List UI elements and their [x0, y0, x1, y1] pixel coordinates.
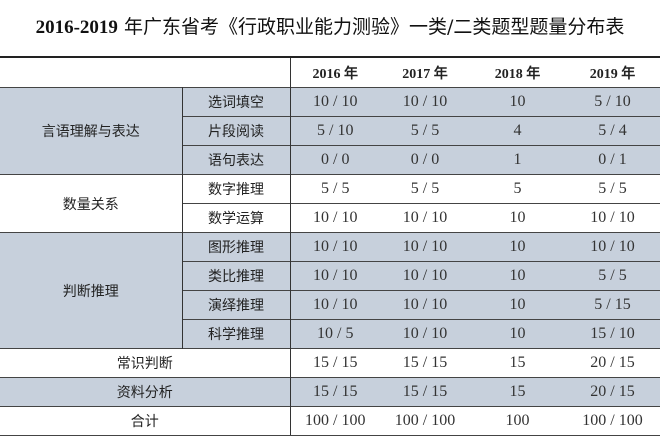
subcategory-cell: 语句表达 — [182, 145, 291, 175]
table-row: 类比推理 10 / 10 10 / 10 10 5 / 5 — [0, 261, 660, 291]
value-cell: 15 — [470, 377, 565, 407]
distribution-table: 2016 年 2017 年 2018 年 2019 年 言语理解与表达 选词填空 1… — [0, 56, 660, 436]
value-cell: 5 / 5 — [565, 261, 660, 291]
value-cell: 10 / 10 — [380, 87, 470, 117]
value-cell: 15 / 15 — [380, 348, 470, 378]
subcategory-cell: 演绎推理 — [182, 290, 291, 320]
subcategory-cell: 数字推理 — [182, 174, 291, 204]
value-cell: 5 / 10 — [290, 116, 380, 146]
subcategory-cell: 类比推理 — [182, 261, 291, 291]
subcategory-cell: 图形推理 — [182, 232, 291, 262]
table-row: 数学运算 10 / 10 10 / 10 10 10 / 10 — [0, 203, 660, 233]
value-cell: 10 / 10 — [290, 87, 380, 117]
value-cell: 10 / 10 — [380, 261, 470, 291]
subcategory-cell: 选词填空 — [182, 87, 291, 117]
value-cell: 1 — [470, 145, 565, 175]
value-cell: 100 / 100 — [565, 406, 660, 436]
value-cell: 15 — [470, 348, 565, 378]
value-cell: 10 / 10 — [290, 203, 380, 233]
table-row: 常识判断 15 / 15 15 / 15 15 20 / 15 — [0, 348, 660, 378]
value-cell: 0 / 0 — [290, 145, 380, 175]
value-cell: 100 — [470, 406, 565, 436]
year-header: 2018 年 — [470, 56, 565, 88]
title-text: 年广东省考《行政职业能力测验》一类/二类题型题量分布表 — [123, 16, 625, 38]
value-cell: 20 / 15 — [565, 377, 660, 407]
category-cell: 数量关系 — [0, 174, 183, 233]
value-cell: 10 / 10 — [380, 203, 470, 233]
value-cell: 10 — [470, 261, 565, 291]
year-header: 2019 年 — [565, 56, 660, 88]
table-row: 科学推理 10 / 5 10 / 10 10 15 / 10 — [0, 319, 660, 349]
value-cell: 5 / 15 — [565, 290, 660, 320]
subcategory-cell: 科学推理 — [182, 319, 291, 349]
table-row: 言语理解与表达 选词填空 10 / 10 10 / 10 10 5 / 10 — [0, 87, 660, 175]
value-cell: 5 / 5 — [290, 174, 380, 204]
value-cell: 5 / 5 — [565, 174, 660, 204]
value-cell: 4 — [470, 116, 565, 146]
value-cell: 15 / 10 — [565, 319, 660, 349]
value-cell: 10 / 10 — [380, 319, 470, 349]
value-cell: 10 — [470, 319, 565, 349]
category-cell: 言语理解与表达 — [0, 87, 183, 175]
value-cell: 10 / 10 — [290, 261, 380, 291]
year-header: 2016 年 — [290, 56, 380, 88]
subcategory-cell: 片段阅读 — [182, 116, 291, 146]
value-cell: 5 — [470, 174, 565, 204]
value-cell: 5 / 5 — [380, 116, 470, 146]
value-cell: 10 / 10 — [380, 290, 470, 320]
page-title: 2016-2019 年广东省考《行政职业能力测验》一类/二类题型题量分布表 — [0, 0, 660, 56]
value-cell: 20 / 15 — [565, 348, 660, 378]
value-cell: 10 / 10 — [565, 203, 660, 233]
year-header: 2017 年 — [380, 56, 470, 88]
value-cell: 15 / 15 — [290, 377, 380, 407]
value-cell: 10 / 10 — [380, 232, 470, 262]
value-cell: 10 / 10 — [290, 290, 380, 320]
value-cell: 10 / 5 — [290, 319, 380, 349]
table-row: 资料分析 15 / 15 15 / 15 15 20 / 15 — [0, 377, 660, 407]
value-cell: 100 / 100 — [380, 406, 470, 436]
value-cell: 10 / 10 — [290, 232, 380, 262]
value-cell: 10 — [470, 232, 565, 262]
value-cell: 10 — [470, 87, 565, 117]
header-row: 2016 年 2017 年 2018 年 2019 年 — [0, 56, 660, 88]
value-cell: 5 / 4 — [565, 116, 660, 146]
table-row: 合计 100 / 100 100 / 100 100 100 / 100 — [0, 406, 660, 436]
table-row: 判断推理 图形推理 10 / 10 10 / 10 10 10 / 10 — [0, 232, 660, 349]
value-cell: 10 / 10 — [565, 232, 660, 262]
value-cell: 0 / 1 — [565, 145, 660, 175]
value-cell: 0 / 0 — [380, 145, 470, 175]
value-cell: 15 / 15 — [380, 377, 470, 407]
value-cell: 10 — [470, 203, 565, 233]
title-years: 2016-2019 — [35, 17, 118, 38]
value-cell: 5 / 5 — [380, 174, 470, 204]
value-cell: 100 / 100 — [290, 406, 380, 436]
value-cell: 5 / 10 — [565, 87, 660, 117]
value-cell: 15 / 15 — [290, 348, 380, 378]
category-cell: 合计 — [0, 406, 291, 436]
category-cell: 判断推理 — [0, 232, 183, 349]
header-blank — [0, 56, 291, 88]
category-cell: 资料分析 — [0, 377, 291, 407]
category-cell: 常识判断 — [0, 348, 291, 378]
subcategory-cell: 数学运算 — [182, 203, 291, 233]
value-cell: 10 — [470, 290, 565, 320]
